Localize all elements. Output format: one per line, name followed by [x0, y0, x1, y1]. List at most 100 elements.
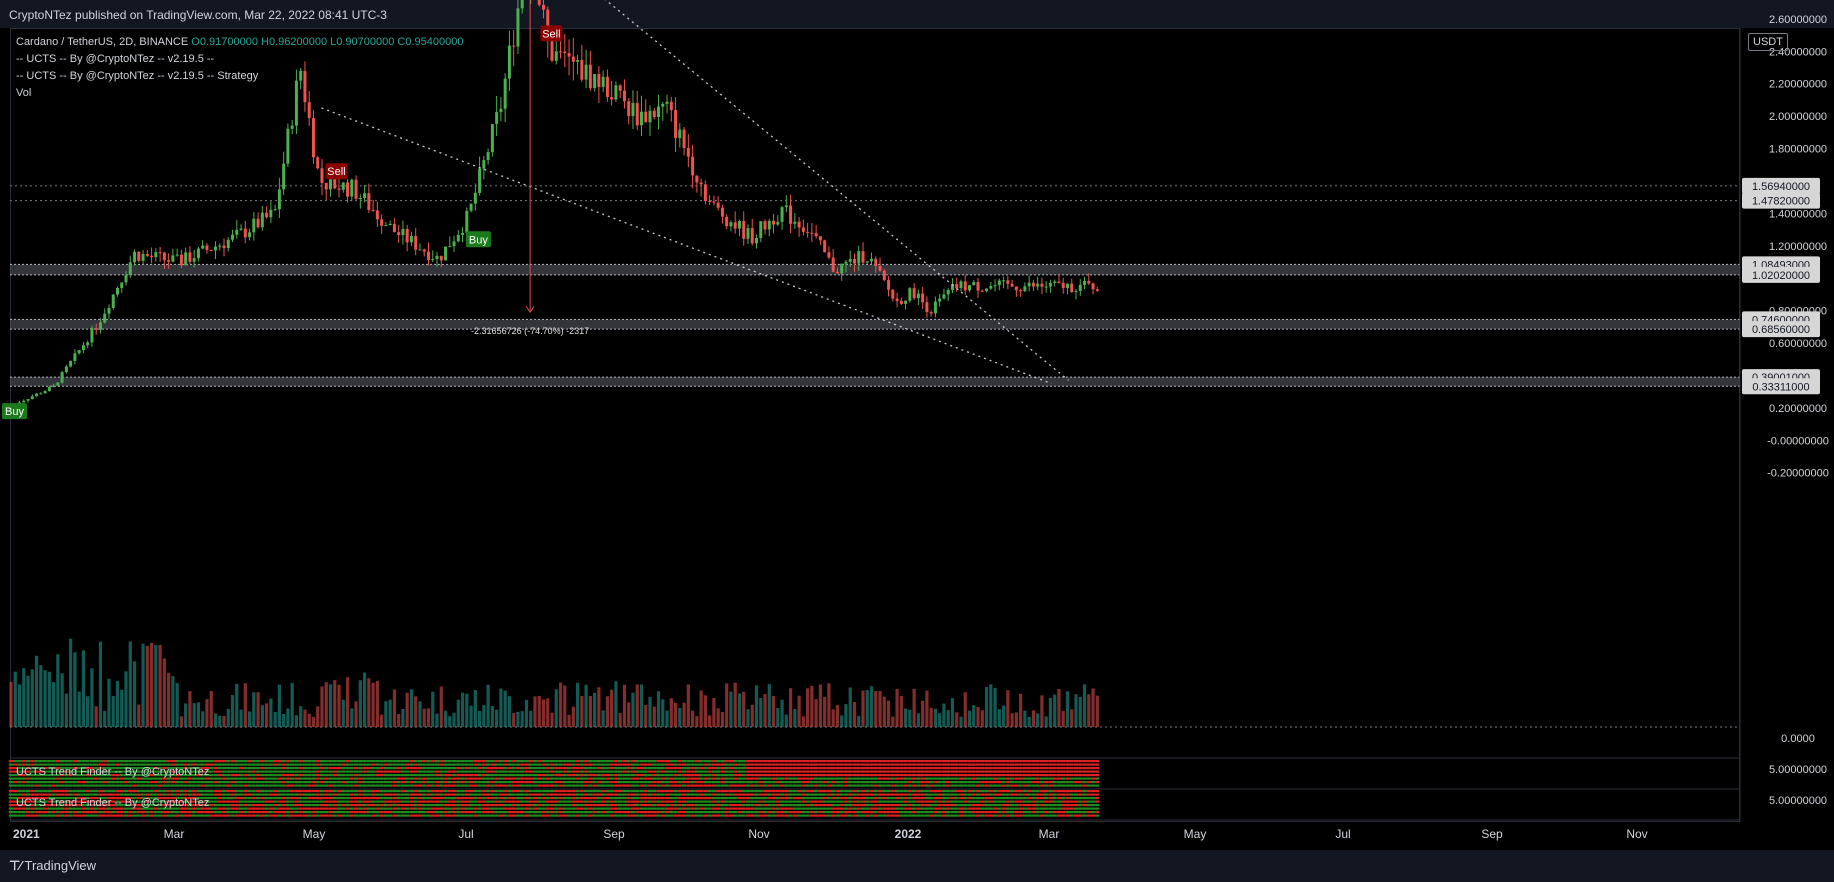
trend-cell: [750, 811, 755, 814]
volume-bar: [597, 687, 601, 727]
trend-cell: [51, 770, 56, 773]
trend-cell: [153, 797, 158, 800]
volume-bar: [128, 641, 132, 727]
candle-body: [371, 209, 375, 211]
trend-cell: [396, 811, 401, 814]
trend-cell: [997, 811, 1002, 814]
trend-cell: [673, 790, 678, 793]
trend-cell: [98, 804, 103, 807]
trend-cell: [796, 800, 802, 803]
trend-cell: [217, 807, 222, 810]
candle-body: [120, 282, 124, 289]
trend-cell: [1061, 760, 1066, 763]
trend-cell: [409, 807, 414, 810]
volume-bar: [699, 690, 703, 727]
trend-cell: [447, 784, 452, 787]
trend-cell: [1086, 811, 1091, 814]
trend-cell: [1052, 781, 1057, 784]
trend-cell: [251, 784, 256, 787]
trend-cell: [319, 800, 325, 803]
volume-bar: [678, 708, 682, 727]
trend-cell: [924, 777, 929, 780]
indicator-row-1[interactable]: -- UCTS -- By @CryptoNTez -- v2.19.5 --: [16, 53, 215, 65]
trend-cell: [907, 814, 912, 817]
trend-cell: [268, 767, 273, 770]
trend-cell: [375, 807, 380, 810]
trend-cell: [843, 781, 849, 784]
trend-cell: [813, 777, 819, 780]
trend-cell: [566, 804, 572, 807]
buy-signal: Buy: [465, 231, 491, 248]
trend-cell: [660, 770, 665, 773]
trend-cell: [899, 800, 904, 803]
trend-cell: [38, 804, 43, 807]
trend-cell: [277, 804, 282, 807]
volume-bar: [780, 699, 784, 727]
trend-finder-label-1[interactable]: UCTS Trend Finder -- By @CryptoNTez: [16, 766, 210, 778]
trend-cell: [907, 770, 912, 773]
trend-cell: [255, 763, 261, 766]
volume-bar: [69, 638, 73, 727]
trend-cell: [413, 767, 418, 770]
trend-finder-label-2[interactable]: UCTS Trend Finder -- By @CryptoNTez: [16, 797, 210, 809]
trend-cell: [830, 800, 836, 803]
trend-cell: [924, 811, 929, 814]
symbol-row[interactable]: Cardano / TetherUS, 2D, BINANCE O0.91700…: [16, 34, 463, 51]
trend-cell: [750, 804, 755, 807]
candle-body: [128, 262, 132, 276]
trend-cell: [72, 763, 77, 766]
trend-cell: [592, 770, 597, 773]
trend-cell: [409, 814, 414, 817]
trend-cell: [609, 814, 614, 817]
trend-cell: [81, 777, 86, 780]
trend-cell: [324, 763, 329, 766]
trend-cell: [984, 793, 989, 796]
tradingview-logo[interactable]: ⊤⁄ TradingView: [9, 858, 96, 874]
trend-cell: [801, 811, 806, 814]
trend-cell: [311, 790, 316, 793]
candle-body: [290, 125, 294, 129]
trend-cell: [886, 770, 891, 773]
trend-cell: [332, 793, 337, 796]
trend-cell: [549, 811, 555, 814]
trend-cell: [328, 807, 333, 810]
trend-cell: [652, 774, 657, 777]
indicator-row-2[interactable]: -- UCTS -- By @CryptoNTez -- v2.19.5 -- …: [16, 70, 259, 82]
trend-cell: [1005, 804, 1010, 807]
trend-cell: [277, 797, 282, 800]
volume-row[interactable]: Vol: [16, 87, 32, 99]
trend-cell: [690, 793, 695, 796]
trend-cell: [289, 777, 295, 780]
candle-body: [252, 218, 256, 233]
trend-cell: [204, 793, 210, 796]
trend-cell: [72, 811, 77, 814]
trend-cell: [1005, 784, 1010, 787]
trend-cell: [796, 811, 802, 814]
trend-cell: [528, 793, 533, 796]
trend-cell: [315, 770, 320, 773]
trend-cell: [941, 784, 946, 787]
currency-badge[interactable]: USDT: [1748, 33, 1788, 51]
trend-cell: [779, 800, 785, 803]
trend-cell: [848, 781, 853, 784]
volume-bar: [984, 687, 989, 727]
trend-cell: [42, 760, 48, 763]
trend-cell: [183, 767, 188, 770]
trend-cell: [289, 770, 295, 773]
trend-cell: [1001, 804, 1006, 807]
trend-cell: [315, 793, 320, 796]
trend-cell: [703, 811, 708, 814]
trend-cell: [149, 793, 154, 796]
trend-cell: [928, 777, 934, 780]
candle-body: [669, 101, 673, 111]
trend-cell: [115, 790, 120, 793]
trend-cell: [209, 760, 214, 763]
trend-cell: [1009, 811, 1015, 814]
trend-cell: [988, 767, 993, 770]
trend-cell: [285, 777, 290, 780]
trend-cell: [549, 774, 555, 777]
volume-bar: [222, 715, 226, 727]
trend-cell: [362, 807, 367, 810]
trend-cell: [588, 800, 593, 803]
